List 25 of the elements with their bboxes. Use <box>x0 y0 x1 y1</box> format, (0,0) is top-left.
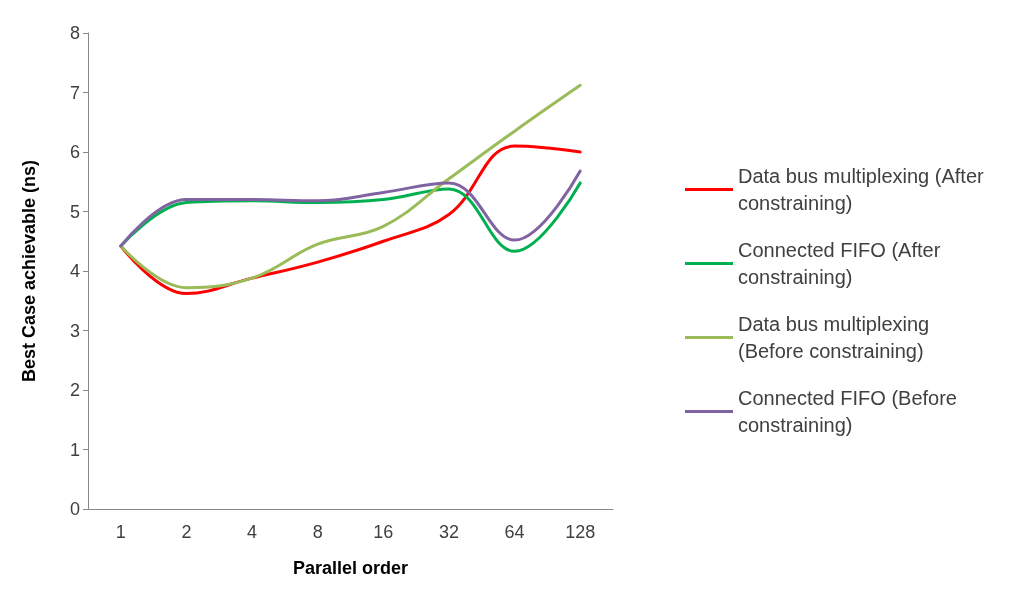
y-tick-label: 8 <box>69 23 80 43</box>
x-tick-label: 1 <box>115 522 126 542</box>
y-tick-label: 2 <box>69 380 80 400</box>
x-tick-label: 8 <box>312 522 323 542</box>
x-tick-label: 4 <box>247 522 258 542</box>
y-tick-label: 0 <box>69 499 80 519</box>
y-tick-label: 6 <box>69 142 80 162</box>
y-axis-title: Best Case achievable (ns) <box>19 159 39 383</box>
x-tick-label: 32 <box>438 522 459 542</box>
x-axis-title: Parallel order <box>292 558 409 578</box>
y-tick-label: 3 <box>69 320 80 341</box>
x-tick-label: 128 <box>565 522 596 542</box>
y-tick-label: 5 <box>69 201 80 222</box>
x-tick-label: 64 <box>504 522 525 542</box>
legend-label: Connected FIFO (Before constraining) <box>738 387 963 436</box>
legend-label: Data bus multiplexing (Before constraining) <box>738 313 935 362</box>
y-tick-label: 7 <box>69 82 80 103</box>
x-tick-label: 2 <box>181 522 192 542</box>
line-series <box>119 83 582 290</box>
line-series <box>119 169 582 248</box>
y-tick-label: 1 <box>69 439 80 460</box>
x-tick-label: 16 <box>373 522 394 542</box>
y-tick-label: 4 <box>69 261 80 281</box>
legend-label: Connected FIFO (After constraining) <box>738 239 946 288</box>
legend-label: Data bus multiplexing (After constraining) <box>738 165 990 214</box>
